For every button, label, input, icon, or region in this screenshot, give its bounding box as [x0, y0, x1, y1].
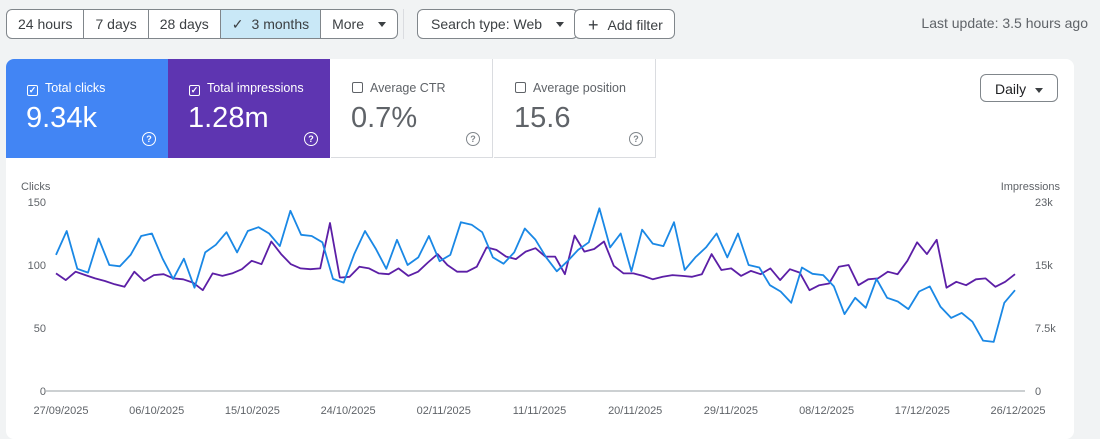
toolbar-divider — [403, 9, 404, 39]
right-axis-label: Impressions — [1001, 181, 1061, 193]
x-axis-tick: 08/12/2025 — [799, 405, 854, 417]
clicks-impressions-chart: Clicks Impressions 0 0 50 7.5k 100 15k 150 23k 2… — [21, 181, 1061, 417]
left-axis-tick: 150 — [28, 197, 46, 209]
range-3-months-label: 3 months — [251, 16, 310, 32]
right-axis-tick: 0 — [1035, 386, 1041, 398]
metric-value: 15.6 — [514, 102, 571, 134]
series-line-clicks — [55, 207, 1016, 343]
x-axis-tick: 17/12/2025 — [895, 405, 950, 417]
range-3-months[interactable]: ✓ 3 months — [220, 10, 322, 38]
x-axis-tick: 06/10/2025 — [129, 405, 184, 417]
help-icon[interactable]: ? — [304, 132, 318, 146]
checkbox-unchecked-icon[interactable] — [515, 82, 526, 93]
right-axis-tick: 7.5k — [1035, 323, 1056, 335]
x-axis-tick: 15/10/2025 — [225, 405, 280, 417]
metric-label: Total impressions — [207, 81, 304, 95]
help-icon[interactable]: ? — [466, 132, 480, 146]
x-axis-tick: 11/11/2025 — [513, 405, 566, 417]
left-axis-tick: 0 — [40, 386, 46, 398]
x-axis-tick: 27/09/2025 — [33, 405, 88, 417]
range-28-days[interactable]: 28 days — [149, 10, 221, 38]
range-more-label: More — [332, 16, 365, 32]
metric-average-position[interactable]: Average position 15.6 ? — [494, 59, 656, 158]
metric-total-impressions[interactable]: ✓ Total impressions 1.28m ? — [168, 59, 330, 158]
metric-label: Average position — [533, 81, 626, 95]
metric-value: 0.7% — [351, 102, 418, 134]
add-filter-label: Add filter — [607, 17, 663, 33]
checkbox-checked-icon[interactable]: ✓ — [27, 85, 38, 96]
last-update-text: Last update: 3.5 hours ago — [921, 15, 1088, 31]
range-24-hours[interactable]: 24 hours — [7, 10, 85, 38]
x-axis-tick: 24/10/2025 — [321, 405, 376, 417]
help-icon[interactable]: ? — [629, 132, 643, 146]
series-lines — [55, 207, 1016, 343]
checkbox-unchecked-icon[interactable] — [352, 82, 363, 93]
left-axis-label: Clicks — [21, 181, 51, 193]
range-7-days[interactable]: 7 days — [84, 10, 149, 38]
metric-value: 1.28m — [188, 102, 269, 134]
help-icon[interactable]: ? — [142, 132, 156, 146]
x-axis-tick: 29/11/2025 — [704, 405, 758, 417]
performance-card: ✓ Total clicks 9.34k ? ✓ Total impressions… — [6, 59, 1074, 439]
metric-value: 9.34k — [26, 102, 97, 134]
date-range-selector: 24 hours 7 days 28 days ✓ 3 months More — [6, 9, 399, 39]
checkbox-checked-icon[interactable]: ✓ — [189, 85, 200, 96]
add-filter-button[interactable]: + Add filter — [574, 9, 675, 39]
metric-label: Total clicks — [45, 81, 106, 95]
metric-average-ctr[interactable]: Average CTR 0.7% ? — [331, 59, 493, 158]
metric-label: Average CTR — [370, 81, 446, 95]
search-type-button[interactable]: Search type: Web — [417, 9, 579, 39]
chevron-down-icon — [1035, 88, 1043, 93]
granularity-label: Daily — [995, 81, 1027, 97]
plus-icon: + — [588, 15, 599, 35]
series-line-impressions — [55, 222, 1016, 292]
search-type-label: Search type: Web — [431, 16, 543, 32]
right-axis-tick: 15k — [1035, 260, 1053, 272]
chevron-down-icon — [378, 21, 387, 27]
left-axis-tick: 50 — [34, 323, 46, 335]
x-axis-tick: 02/11/2025 — [417, 405, 471, 417]
x-axis-tick: 26/12/2025 — [990, 405, 1045, 417]
x-axis-tick: 20/11/2025 — [608, 405, 662, 417]
toolbar: 24 hours 7 days 28 days ✓ 3 months More S… — [0, 0, 1100, 48]
axis-ticks: 0 0 50 7.5k 100 15k 150 23k 27/09/2025 06/10/2025… — [28, 197, 1057, 417]
metric-total-clicks[interactable]: ✓ Total clicks 9.34k ? — [6, 59, 168, 158]
right-axis-tick: 23k — [1035, 197, 1053, 209]
granularity-dropdown[interactable]: Daily — [980, 74, 1058, 102]
range-more[interactable]: More — [321, 10, 397, 38]
left-axis-tick: 100 — [28, 260, 46, 272]
check-icon: ✓ — [231, 16, 244, 32]
chevron-down-icon — [556, 21, 565, 27]
